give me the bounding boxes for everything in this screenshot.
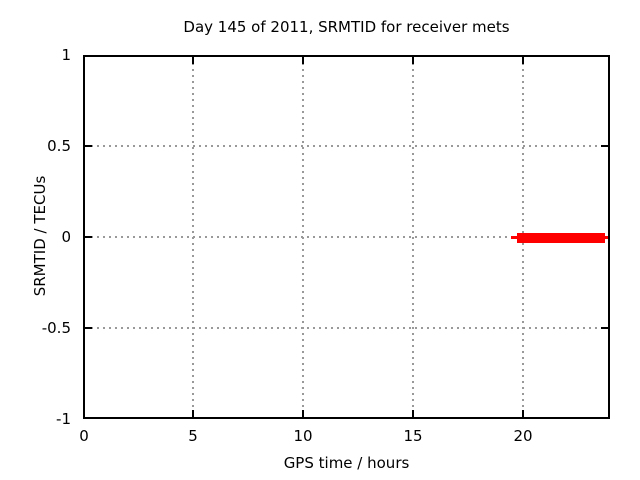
y-tick-mark	[85, 327, 92, 329]
y-tick-mark-mirror	[601, 327, 608, 329]
chart-title: Day 145 of 2011, SRMTID for receiver met…	[183, 18, 510, 36]
x-tick-label: 0	[79, 427, 89, 445]
y-tick-mark	[85, 145, 92, 147]
y-tick-label: 0.5	[47, 137, 71, 155]
x-axis-label: GPS time / hours	[283, 454, 410, 472]
y-axis-label: SRMTID / TECUs	[31, 175, 49, 297]
x-tick-label: 20	[513, 427, 533, 445]
x-tick-mark-mirror	[522, 57, 524, 64]
y-tick-mark	[85, 236, 92, 238]
y-tick-label: -0.5	[41, 319, 71, 337]
y-gridline	[85, 236, 608, 238]
y-gridline	[85, 145, 608, 147]
x-tick-label: 10	[293, 427, 313, 445]
x-tick-mark	[412, 410, 414, 417]
x-tick-label: 5	[188, 427, 198, 445]
series-line-srmtid	[517, 233, 605, 243]
x-tick-mark-mirror	[192, 57, 194, 64]
x-tick-mark-mirror	[412, 57, 414, 64]
plot-area	[83, 55, 610, 419]
y-tick-mark-mirror	[601, 145, 608, 147]
y-tick-label: 1	[61, 46, 71, 64]
y-tick-label: -1	[56, 410, 71, 428]
y-gridline	[85, 327, 608, 329]
x-tick-mark	[192, 410, 194, 417]
y-tick-label: 0	[61, 228, 71, 246]
x-tick-label: 15	[403, 427, 423, 445]
x-tick-mark	[302, 410, 304, 417]
x-tick-mark	[522, 410, 524, 417]
x-tick-mark-mirror	[302, 57, 304, 64]
